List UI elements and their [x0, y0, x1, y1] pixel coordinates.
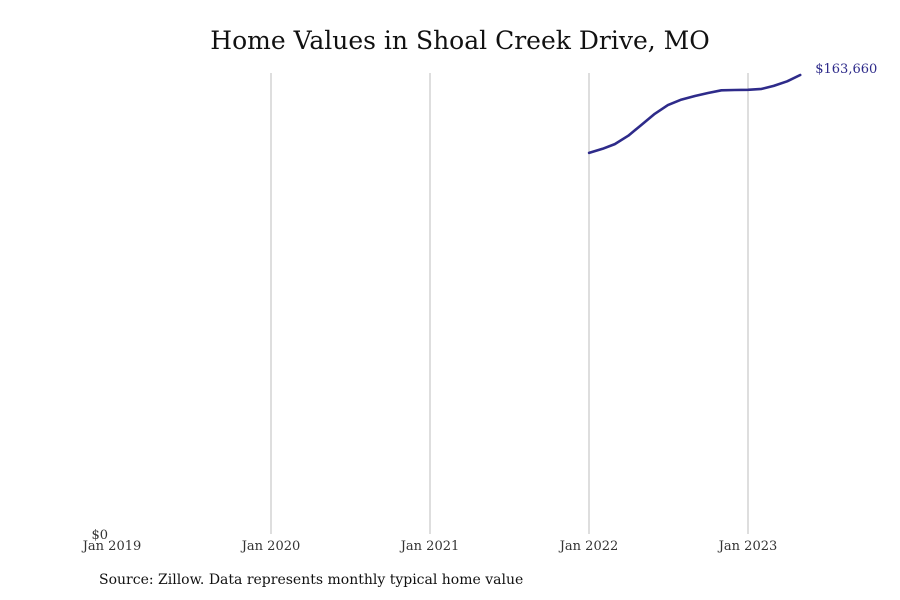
x-tick-label: Jan 2023 — [717, 539, 778, 554]
y-tick-label: $0 — [91, 528, 108, 543]
x-tick-label: Jan 2020 — [240, 539, 301, 554]
x-tick-label: Jan 2022 — [558, 539, 619, 554]
vertical-gridlines — [270, 73, 749, 534]
y-axis-tick-labels: $0 — [91, 528, 108, 543]
chart-title: Home Values in Shoal Creek Drive, MO — [210, 26, 710, 55]
home-value-line — [587, 73, 802, 155]
last-value-label: $163,660 — [815, 62, 877, 77]
x-tick-label: Jan 2019 — [81, 539, 142, 554]
x-tick-label: Jan 2021 — [399, 539, 460, 554]
x-axis-tick-labels: Jan 2019 Jan 2020 Jan 2021 Jan 2022 Jan 2023 — [81, 539, 778, 554]
source-note: Source: Zillow. Data represents monthly … — [99, 572, 524, 588]
